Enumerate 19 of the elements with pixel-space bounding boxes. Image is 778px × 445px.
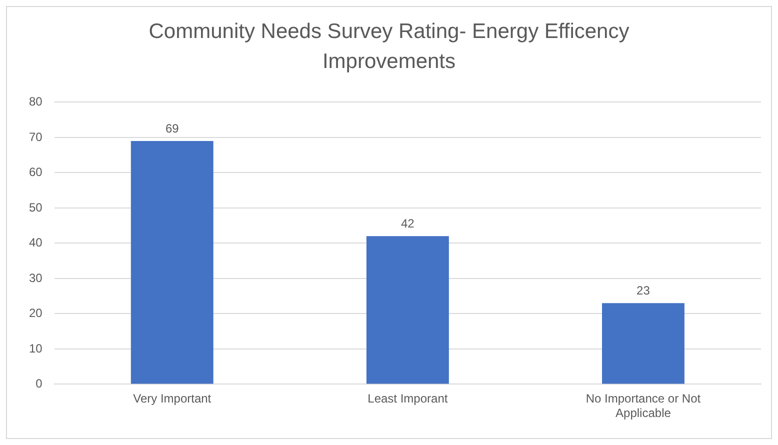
data-label: 69 — [165, 121, 180, 136]
x-tick-label: No Importance or Not Applicable — [586, 392, 702, 420]
x-tick-label: Very Important — [133, 392, 212, 406]
y-tick-label: 0 — [36, 376, 43, 391]
y-tick-label: 80 — [28, 94, 43, 109]
y-tick-label: 10 — [28, 341, 43, 356]
bar — [602, 303, 684, 384]
y-tick-label: 50 — [28, 200, 43, 214]
data-label: 42 — [400, 216, 415, 230]
data-label: 23 — [636, 283, 650, 298]
y-tick-label: 30 — [28, 270, 43, 285]
x-tick-label: Least Imporant — [368, 392, 448, 406]
y-tick-label: 60 — [28, 165, 43, 180]
y-tick-label: 70 — [28, 130, 43, 144]
bar — [130, 140, 214, 384]
y-tick-label: 20 — [28, 306, 43, 320]
chart-title: Community Needs Survey Rating- Energy Efficency Improvements — [148, 19, 630, 75]
bar — [366, 236, 449, 384]
y-tick-label: 40 — [28, 236, 43, 250]
